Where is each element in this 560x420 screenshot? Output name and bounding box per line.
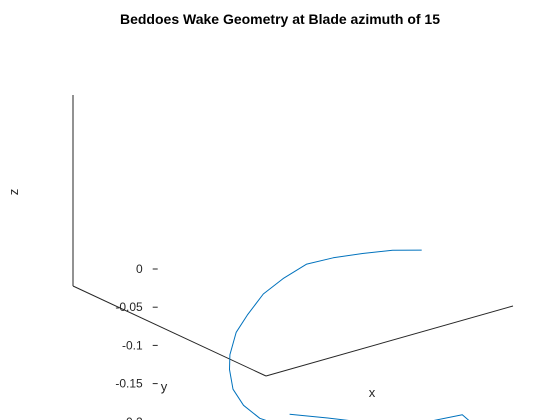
z-axis-label: z — [6, 189, 21, 196]
y-axis-line — [72, 285, 267, 377]
z-tick-label: 0 — [136, 262, 143, 276]
wake-series-line — [229, 249, 470, 420]
x-axis-line — [265, 305, 514, 377]
y-axis-label: y — [161, 379, 168, 394]
z-tick-label: -0.05 — [115, 300, 143, 314]
z-tick-label: -0.1 — [122, 338, 143, 352]
chart-title: Beddoes Wake Geometry at Blade azimuth o… — [120, 11, 440, 27]
axes-3d — [72, 95, 514, 377]
z-tick-label: -0.15 — [115, 377, 143, 391]
x-axis-label: x — [369, 385, 376, 400]
z-axis-ticks: 0-0.05-0.1-0.15-0.2-0.25 — [115, 262, 158, 420]
series-layer — [229, 249, 470, 420]
z-tick-label: -0.2 — [122, 415, 143, 420]
